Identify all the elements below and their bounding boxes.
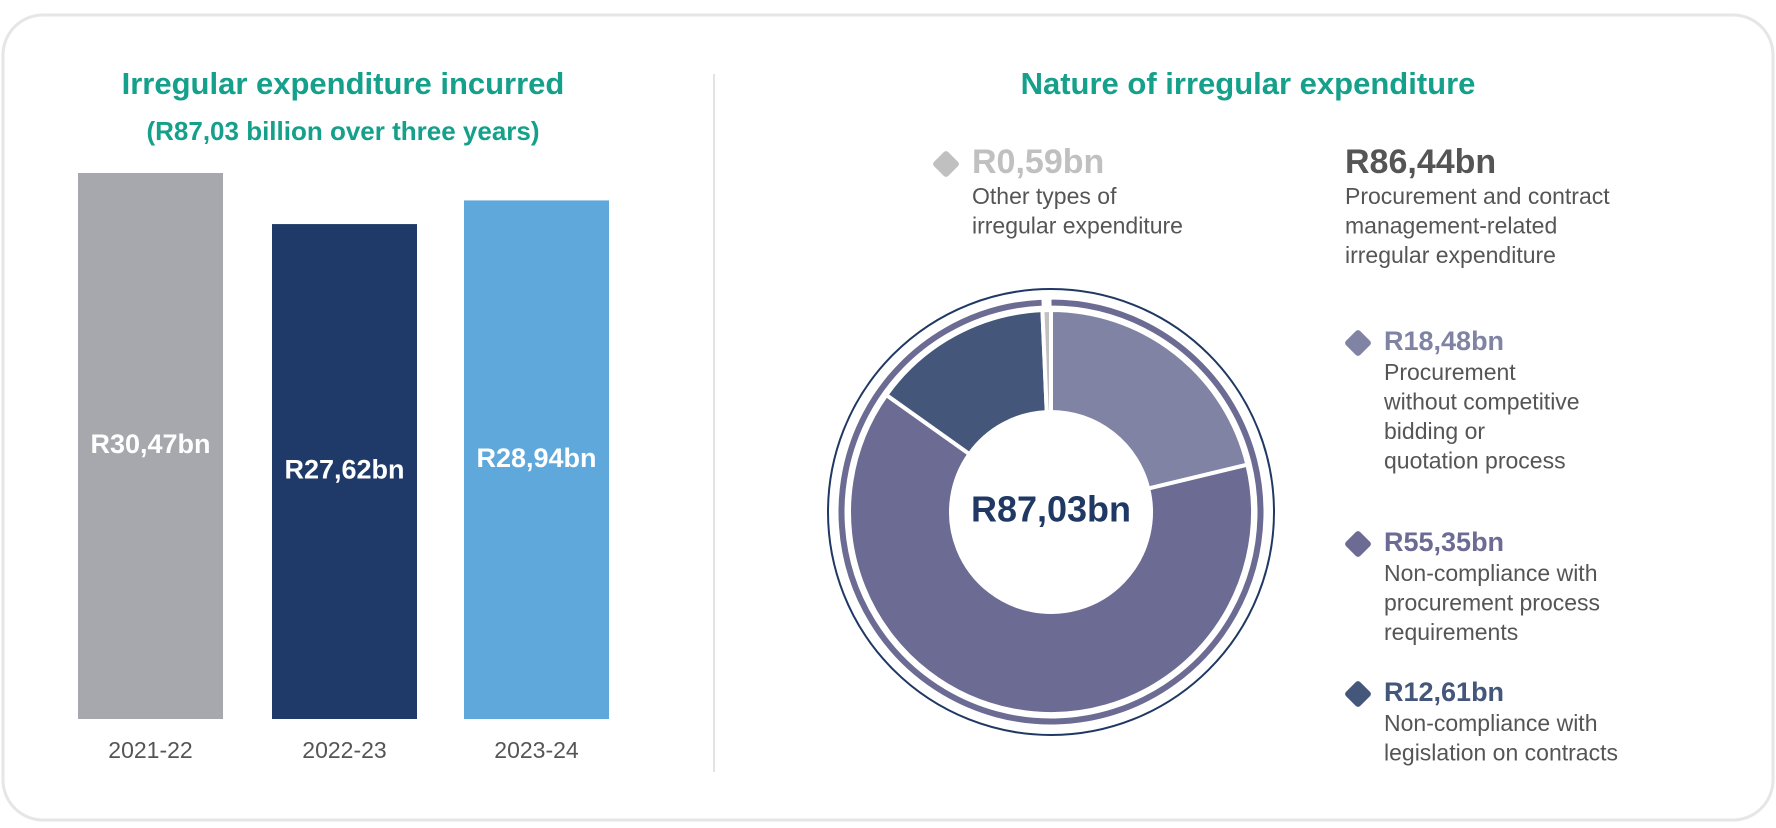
slice-description: irregular expenditure (972, 213, 1183, 239)
group-arc (837, 298, 1265, 726)
donut-segment (1040, 307, 1053, 415)
x-tick-label: 2022-23 (302, 737, 386, 763)
x-tick-label: 2023-24 (494, 737, 579, 763)
slice-value-label: R0,59bn (972, 143, 1104, 181)
group-description: irregular expenditure (1345, 242, 1556, 268)
chart-subtitle: (R87,03 billion over three years) (146, 116, 539, 146)
slice-description: requirements (1384, 619, 1518, 645)
slice-value-label: R55,35bn (1384, 527, 1504, 557)
group-description: Procurement and contract (1345, 183, 1610, 209)
slice-description: quotation process (1384, 448, 1566, 474)
slice-description: Non-compliance with (1384, 560, 1597, 586)
bar (272, 224, 417, 720)
legend-marker (1345, 531, 1371, 557)
donut-segment (847, 392, 1255, 716)
donut-segment (1049, 307, 1250, 491)
x-tick-label: 2021-22 (108, 737, 192, 763)
slice-value-label: R12,61bn (1384, 677, 1504, 707)
bar-value-label: R30,47bn (90, 429, 210, 459)
chart-title: Nature of irregular expenditure (1021, 66, 1476, 101)
slice-description: Procurement (1384, 359, 1516, 385)
chart-title: Irregular expenditure incurred (122, 66, 565, 101)
slice-description: Non-compliance with (1384, 710, 1597, 736)
bar (78, 173, 223, 719)
legend-marker (933, 151, 959, 177)
slice-description: procurement process (1384, 590, 1600, 616)
slice-description: Other types of (972, 183, 1117, 209)
slice-value-label: R18,48bn (1384, 326, 1504, 356)
group-description: management-related (1345, 213, 1557, 239)
slice-description: legislation on contracts (1384, 740, 1618, 766)
bar (464, 200, 609, 719)
slice-description: bidding or (1384, 418, 1485, 444)
outer-ring (827, 288, 1275, 736)
donut-total: R87,03bn (971, 489, 1131, 530)
legend-marker (1345, 330, 1371, 356)
donut-segment (883, 308, 1049, 457)
bar-value-label: R27,62bn (284, 455, 404, 485)
legend-marker (1345, 681, 1371, 707)
bar-value-label: R28,94bn (476, 443, 596, 473)
slice-description: without competitive (1383, 389, 1580, 415)
group-value-label: R86,44bn (1345, 143, 1496, 181)
